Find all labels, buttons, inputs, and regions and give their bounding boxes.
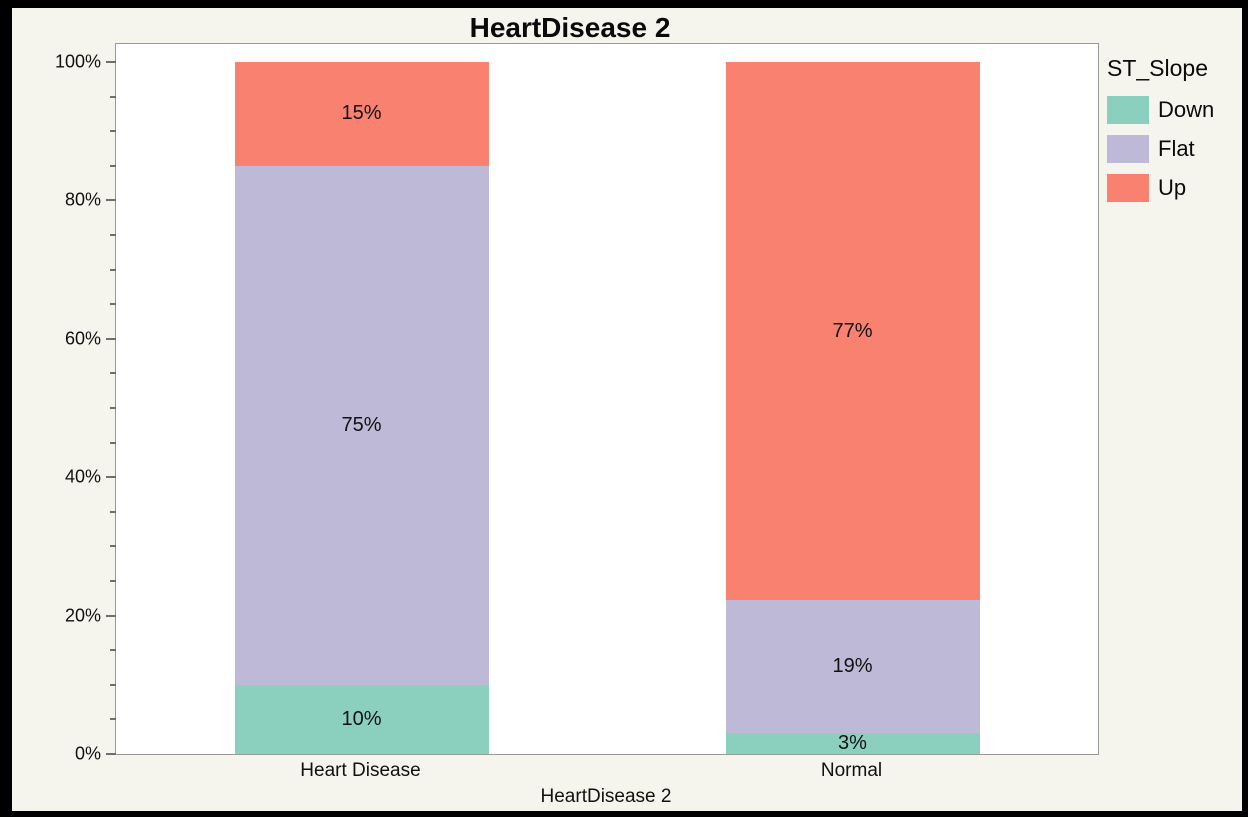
- y-minor-tick: [110, 407, 116, 409]
- y-tick-label: 60%: [64, 328, 101, 349]
- y-tick-label: 100%: [54, 51, 101, 72]
- y-minor-tick: [110, 234, 116, 236]
- y-tick-label: 40%: [64, 466, 101, 487]
- segment-value-label: 15%: [341, 102, 382, 125]
- y-major-tick: [106, 337, 116, 340]
- y-minor-tick: [110, 649, 116, 652]
- legend-label: Down: [1158, 97, 1215, 122]
- stacked-bar-heart-disease: 10% 75% 15%: [234, 62, 489, 754]
- bar-segment-up: 77%: [725, 62, 980, 601]
- y-major-tick: [106, 753, 116, 755]
- segment-value-label: 19%: [832, 655, 873, 678]
- y-tick-label: 20%: [64, 605, 101, 626]
- y-tick-label: 0%: [74, 743, 101, 764]
- y-major-tick: [106, 614, 116, 617]
- legend-swatch-down: [1107, 96, 1149, 124]
- legend-swatch-up: [1107, 174, 1149, 202]
- legend-item-up: Up: [1107, 174, 1237, 202]
- y-minor-tick: [110, 164, 116, 167]
- y-tick-label: 80%: [64, 189, 101, 210]
- x-axis-title: HeartDisease 2: [540, 786, 672, 807]
- bar-segment-up: 15%: [234, 62, 489, 166]
- y-major-tick: [106, 61, 116, 63]
- y-minor-tick: [110, 545, 116, 548]
- segment-value-label: 77%: [832, 319, 873, 342]
- bar-segment-flat: 75%: [234, 165, 489, 685]
- x-category-label: Heart Disease: [300, 760, 421, 781]
- legend-label: Flat: [1158, 136, 1195, 161]
- chart-title: HeartDisease 2: [469, 12, 671, 43]
- y-minor-tick: [110, 441, 116, 444]
- plot-area: 0% 20% 40% 60% 80% 100% 10% 75% 15% 3% 19% 77%: [55, 43, 1099, 764]
- y-minor-tick: [110, 580, 116, 582]
- segment-value-label: 10%: [341, 707, 382, 730]
- y-minor-tick: [110, 372, 116, 375]
- y-major-tick: [106, 199, 116, 202]
- y-minor-tick: [110, 303, 116, 306]
- y-minor-tick: [110, 268, 116, 271]
- y-minor-tick: [110, 130, 116, 133]
- y-minor-tick: [110, 718, 116, 721]
- legend-swatch-flat: [1107, 135, 1149, 163]
- legend-title: ST_Slope: [1107, 55, 1209, 81]
- bar-segment-down: 10%: [234, 684, 489, 754]
- bars-layer: 10% 75% 15% 3% 19% 77%: [116, 44, 1098, 754]
- legend: ST_Slope Down Flat Up: [1107, 55, 1237, 213]
- x-category-label: Normal: [820, 760, 883, 781]
- y-minor-tick: [110, 683, 116, 686]
- y-minor-tick: [110, 95, 116, 98]
- segment-value-label: 3%: [838, 732, 867, 755]
- bar-segment-flat: 19%: [725, 600, 980, 734]
- segment-value-label: 75%: [341, 413, 382, 436]
- legend-label: Up: [1158, 175, 1187, 200]
- legend-item-down: Down: [1107, 96, 1237, 124]
- legend-items: Down Flat Up: [1107, 96, 1237, 202]
- stacked-bar-normal: 3% 19% 77%: [725, 62, 980, 755]
- bar-segment-down: 3%: [725, 732, 980, 755]
- y-axis: 0% 20% 40% 60% 80% 100%: [55, 44, 1098, 764]
- legend-item-flat: Flat: [1107, 135, 1237, 163]
- y-minor-tick: [110, 510, 116, 513]
- y-major-tick: [106, 476, 116, 479]
